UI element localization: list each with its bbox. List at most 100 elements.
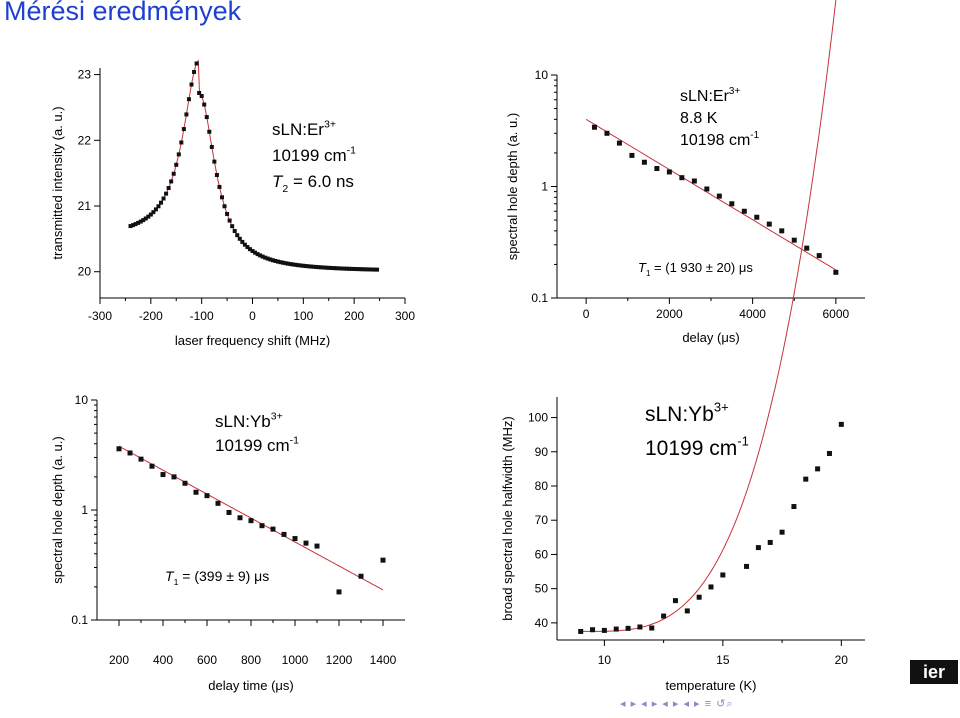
fit-curve [585, 118, 837, 271]
data-point [815, 466, 821, 472]
data-point [148, 212, 153, 217]
data-point [342, 266, 346, 271]
data-point [133, 222, 138, 227]
data-point [704, 186, 710, 192]
data-point [197, 90, 202, 95]
beamer-navigation-symbols[interactable]: ◂ ▸ ◂ ▸ ◂ ▸ ◂ ▸ ≡ ↺⌕ [620, 698, 734, 710]
chart-er-hole-depth-decay: 0 2000 4000 6000 0.1 1 10 delay (μs) spectral ho… [505, 68, 865, 345]
data-point [182, 480, 188, 486]
data-point [755, 545, 761, 551]
x-tick-label: 15 [716, 653, 730, 667]
y-tick-label: 10 [75, 393, 89, 407]
data-point [314, 264, 319, 269]
data-point [226, 509, 232, 515]
data-point [590, 627, 596, 633]
y-axis-label: spectral hole depth (a. u.) [50, 436, 65, 583]
data-point [159, 200, 163, 205]
y-tick-label: 22 [78, 133, 92, 147]
sample-annotation: sLN:Yb3+ [645, 400, 729, 426]
data-point [637, 624, 643, 630]
data-point [833, 269, 839, 275]
data-point [375, 267, 380, 272]
data-point [171, 474, 177, 480]
data-point [306, 264, 311, 269]
data-point [217, 184, 222, 189]
data-point [334, 266, 339, 271]
data-point [268, 257, 273, 262]
data-point [314, 543, 320, 549]
data-point [194, 61, 199, 66]
fit-annotation: T1 = (1 930 ± 20) μs [638, 260, 753, 278]
data-point [293, 262, 298, 267]
data-point [336, 266, 341, 271]
data-point [616, 140, 622, 146]
y-tick-label: 80 [535, 479, 549, 493]
data-point [666, 169, 672, 175]
x-tick-label: -200 [139, 309, 163, 323]
data-point [298, 263, 303, 268]
x-tick-label: -300 [88, 309, 112, 323]
data-point [146, 214, 151, 219]
data-point [324, 265, 329, 270]
data-point [181, 127, 186, 132]
data-point [649, 625, 655, 631]
data-point [316, 265, 321, 270]
fit-annotation: T1 = (399 ± 9) μs [165, 568, 269, 587]
data-point [349, 266, 354, 271]
data-point [779, 228, 785, 234]
sample-annotation: sLN:Er3+ [272, 118, 336, 139]
data-point [156, 204, 161, 209]
x-tick-label: 1200 [326, 653, 353, 667]
sample-annotation: 10199 cm-1 [215, 434, 299, 455]
data-point [364, 267, 369, 272]
data-point [336, 589, 342, 595]
data-point [270, 258, 275, 263]
data-point [613, 626, 619, 632]
x-tick-label: 2000 [656, 307, 683, 321]
institute-logo: ier [910, 660, 958, 684]
data-point [275, 259, 280, 264]
sample-annotation: 10199 cm-1 [645, 434, 749, 460]
data-point [380, 557, 386, 563]
y-tick-label: 70 [535, 513, 549, 527]
data-point [247, 247, 252, 252]
data-point [319, 265, 324, 270]
page-title: Mérési eredmények [4, 0, 242, 26]
y-axis-label: transmitted intensity (a. u.) [50, 106, 65, 259]
data-point [326, 265, 331, 270]
data-point [265, 256, 270, 261]
sample-annotation: sLN:Er3+ [680, 86, 740, 105]
data-point [273, 258, 278, 263]
data-point [174, 162, 179, 167]
data-point [242, 242, 247, 247]
data-point [716, 193, 722, 199]
data-point [352, 266, 357, 271]
sample-annotation: sLN:Yb3+ [215, 410, 283, 431]
y-tick-label: 100 [528, 411, 548, 425]
data-point [283, 261, 288, 266]
data-point [281, 531, 287, 537]
data-point [369, 267, 374, 272]
sample-annotation: T2 = 6.0 ns [272, 172, 354, 195]
data-point [138, 456, 144, 462]
data-point [143, 216, 148, 221]
data-point [741, 208, 747, 214]
sample-annotation: 8.8 K [680, 110, 718, 127]
data-point [253, 250, 258, 255]
data-point [141, 218, 146, 223]
data-point [803, 476, 809, 482]
data-point [258, 253, 263, 258]
y-tick-label: 50 [535, 582, 549, 596]
data-point [331, 266, 336, 271]
y-tick-label: 60 [535, 547, 549, 561]
x-axis-label: delay (μs) [682, 330, 739, 345]
data-point [204, 115, 209, 120]
x-tick-label: -100 [190, 309, 214, 323]
data-point [166, 186, 171, 191]
data-point [136, 220, 141, 225]
y-tick-label: 21 [78, 199, 92, 213]
data-point [720, 572, 726, 578]
data-point [367, 267, 372, 272]
x-tick-label: 20 [835, 653, 849, 667]
data-point [826, 450, 832, 456]
